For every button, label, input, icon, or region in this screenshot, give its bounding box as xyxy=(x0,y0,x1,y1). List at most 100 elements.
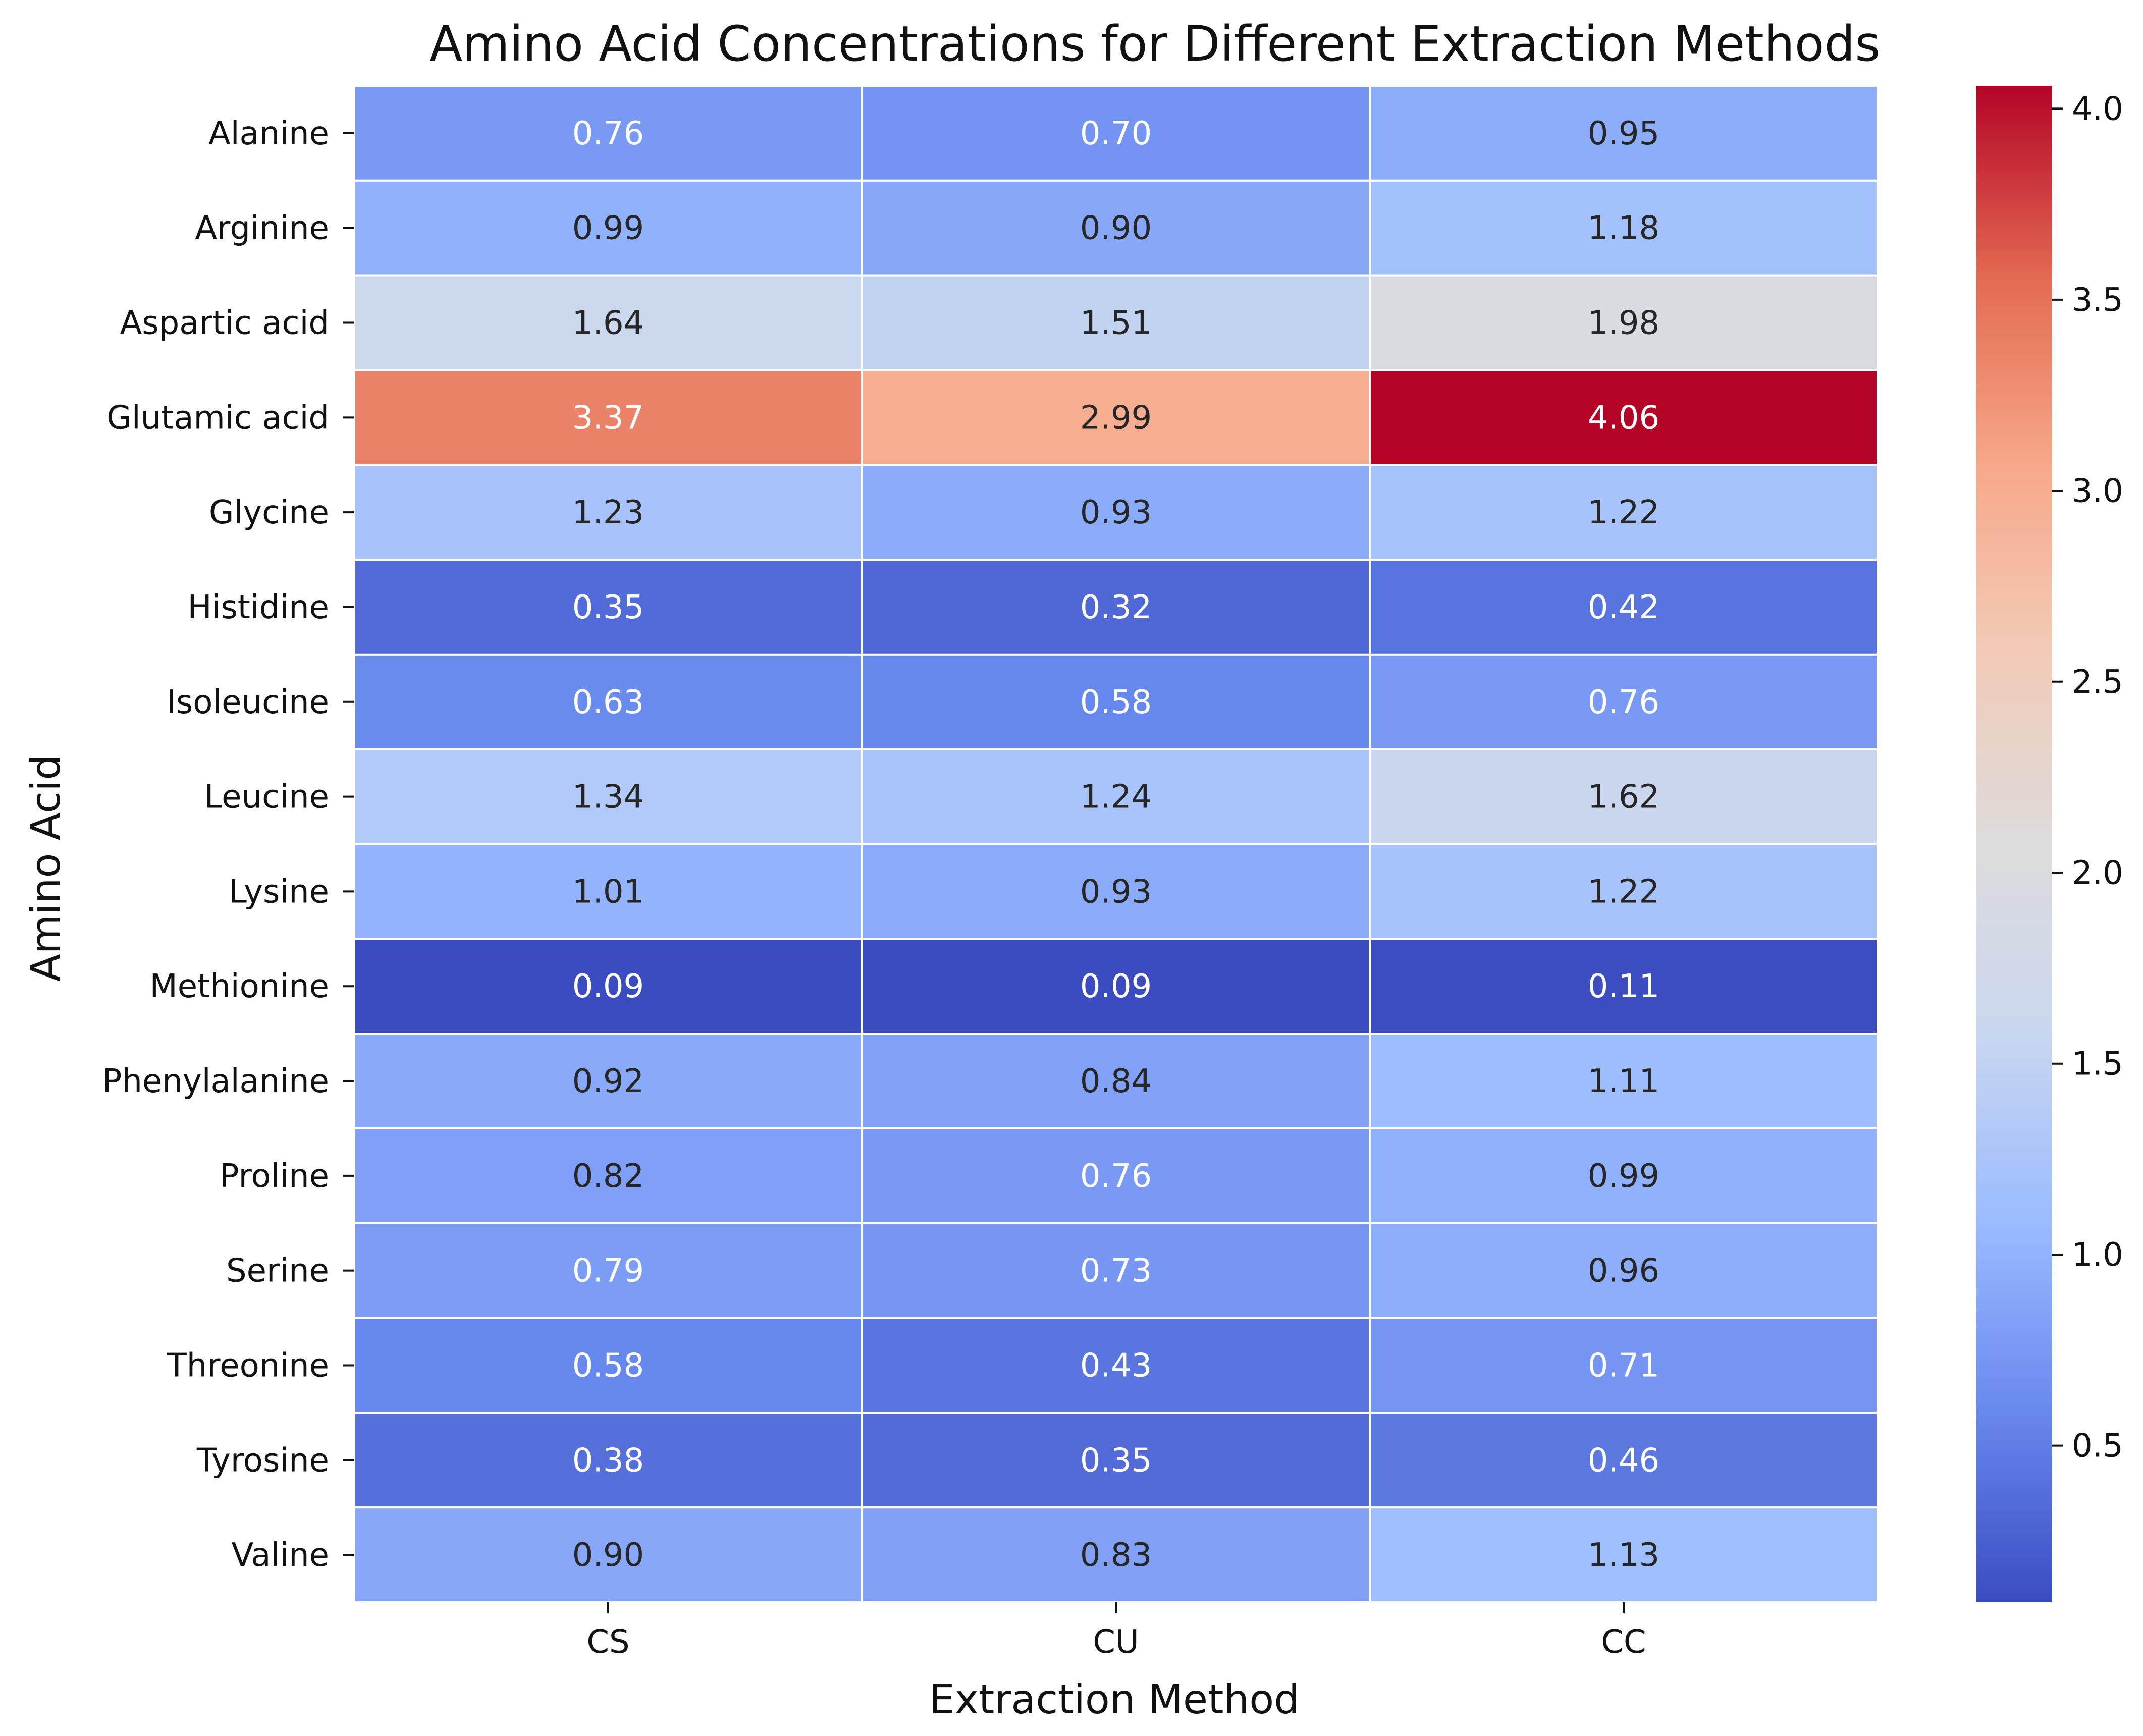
heatmap-cell-labels: 0.76 0.70 0.95 0.99 0.90 1.18 1.64 1.51 1.98 3.37… xyxy=(572,115,1660,1574)
heatmap-cell xyxy=(353,1506,863,1603)
cell-value-label: 0.76 xyxy=(1080,1158,1152,1195)
cell-value-label: 0.09 xyxy=(572,968,645,1005)
cell-value-label: 0.84 xyxy=(1080,1063,1152,1100)
heatmap-cell xyxy=(353,1033,863,1129)
y-tick-label: Aspartic acid xyxy=(120,305,330,342)
colorbar-gradient xyxy=(1976,86,2052,1602)
y-tick-label: Lysine xyxy=(229,873,329,910)
cell-value-label: 1.01 xyxy=(572,873,645,910)
colorbar-tick-label: 2.5 xyxy=(2072,664,2123,701)
cell-value-label: 0.09 xyxy=(1080,968,1152,1005)
heatmap-cell xyxy=(1369,85,1879,182)
cell-value-label: 0.99 xyxy=(1588,1158,1660,1195)
heatmap-cell xyxy=(1369,1127,1879,1224)
cell-value-label: 0.93 xyxy=(1080,873,1152,910)
cell-value-label: 1.64 xyxy=(572,305,645,342)
y-tick-label: Valine xyxy=(231,1537,329,1574)
y-tick-label: Leucine xyxy=(204,779,329,816)
cell-value-label: 0.76 xyxy=(1588,684,1660,721)
cell-value-label: 0.95 xyxy=(1588,115,1660,152)
heatmap-cell xyxy=(1369,369,1879,466)
y-tick-label: Histidine xyxy=(188,589,329,626)
cell-value-label: 0.90 xyxy=(1080,210,1152,247)
heatmap-cell xyxy=(1369,559,1879,656)
heatmap-cell xyxy=(353,653,863,750)
y-axis-label: Amino Acid xyxy=(22,754,69,982)
colorbar-tick-label: 1.5 xyxy=(2072,1046,2123,1083)
heatmap-cell xyxy=(353,748,863,845)
cell-value-label: 0.70 xyxy=(1080,115,1152,152)
heatmap-cell xyxy=(861,274,1371,371)
y-tick-label: Proline xyxy=(220,1158,329,1195)
y-tick-label: Arginine xyxy=(195,210,329,247)
y-tick-label: Methionine xyxy=(150,968,329,1005)
heatmap-cell xyxy=(353,1317,863,1414)
heatmap-cell xyxy=(353,369,863,466)
heatmap-cell xyxy=(861,464,1371,561)
heatmap-cell xyxy=(861,85,1371,182)
x-axis-ticks: CS CU CC xyxy=(586,1602,1646,1661)
x-tick-label: CS xyxy=(586,1623,629,1661)
cell-value-label: 0.96 xyxy=(1588,1253,1660,1290)
x-axis-label: Extraction Method xyxy=(929,1676,1300,1723)
colorbar-tick-label: 2.0 xyxy=(2072,854,2123,892)
cell-value-label: 0.71 xyxy=(1588,1347,1660,1384)
cell-value-label: 1.22 xyxy=(1588,494,1660,531)
chart-title: Amino Acid Concentrations for Different … xyxy=(430,16,1881,72)
cell-value-label: 0.92 xyxy=(572,1063,645,1100)
heatmap-cell xyxy=(1369,1317,1879,1414)
heatmap-cell xyxy=(1369,653,1879,750)
cell-value-label: 0.11 xyxy=(1588,968,1660,1005)
cell-value-label: 0.43 xyxy=(1080,1347,1152,1384)
cell-value-label: 1.98 xyxy=(1588,305,1660,342)
heatmap-cell xyxy=(1369,748,1879,845)
heatmap-cell xyxy=(353,1222,863,1319)
y-tick-label: Glutamic acid xyxy=(106,399,329,437)
cell-value-label: 0.35 xyxy=(1080,1442,1152,1479)
y-axis-ticks: Alanine Arginine Aspartic acid Glutamic aci… xyxy=(102,115,354,1574)
cell-value-label: 0.42 xyxy=(1588,589,1660,626)
colorbar: 0.5 1.0 1.5 2.0 2.5 3.0 3.5 4.0 xyxy=(1976,86,2123,1602)
heatmap-cell xyxy=(353,85,863,182)
cell-value-label: 4.06 xyxy=(1588,399,1660,437)
heatmap-cell xyxy=(861,1222,1371,1319)
heatmap-cell xyxy=(353,464,863,561)
cell-value-label: 0.82 xyxy=(572,1158,645,1195)
cell-value-label: 0.99 xyxy=(572,210,645,247)
heatmap-cell xyxy=(1369,938,1879,1035)
heatmap-cells xyxy=(353,85,1879,1603)
heatmap-cell xyxy=(861,1127,1371,1224)
cell-value-label: 0.35 xyxy=(572,589,645,626)
heatmap-cell xyxy=(1369,843,1879,940)
heatmap-cell xyxy=(861,1506,1371,1603)
heatmap-cell xyxy=(1369,1506,1879,1603)
y-tick-label: Alanine xyxy=(208,115,329,152)
cell-value-label: 1.22 xyxy=(1588,873,1660,910)
cell-value-label: 0.38 xyxy=(572,1442,645,1479)
colorbar-tick-label: 0.5 xyxy=(2072,1428,2123,1465)
cell-value-label: 2.99 xyxy=(1080,399,1152,437)
cell-value-label: 0.90 xyxy=(572,1537,645,1574)
heatmap-cell xyxy=(353,843,863,940)
y-tick-label: Threonine xyxy=(167,1347,329,1384)
cell-value-label: 0.93 xyxy=(1080,494,1152,531)
cell-value-label: 0.83 xyxy=(1080,1537,1152,1574)
cell-value-label: 0.46 xyxy=(1588,1442,1660,1479)
cell-value-label: 1.13 xyxy=(1588,1537,1660,1574)
heatmap-cell xyxy=(861,559,1371,656)
cell-value-label: 0.58 xyxy=(1080,684,1152,721)
cell-value-label: 1.18 xyxy=(1588,210,1660,247)
colorbar-tick-label: 3.5 xyxy=(2072,282,2123,319)
heatmap-cell xyxy=(353,1412,863,1509)
heatmap-cell xyxy=(861,653,1371,750)
heatmap-cell xyxy=(1369,1412,1879,1509)
cell-value-label: 0.79 xyxy=(572,1253,645,1290)
colorbar-tick-label: 1.0 xyxy=(2072,1236,2123,1274)
colorbar-tick-label: 4.0 xyxy=(2072,90,2123,128)
cell-value-label: 0.76 xyxy=(572,115,645,152)
x-tick-label: CC xyxy=(1601,1623,1646,1661)
y-tick-label: Phenylalanine xyxy=(102,1063,329,1100)
heatmap-cell xyxy=(1369,1033,1879,1129)
colorbar-tick-label: 3.0 xyxy=(2072,472,2123,510)
